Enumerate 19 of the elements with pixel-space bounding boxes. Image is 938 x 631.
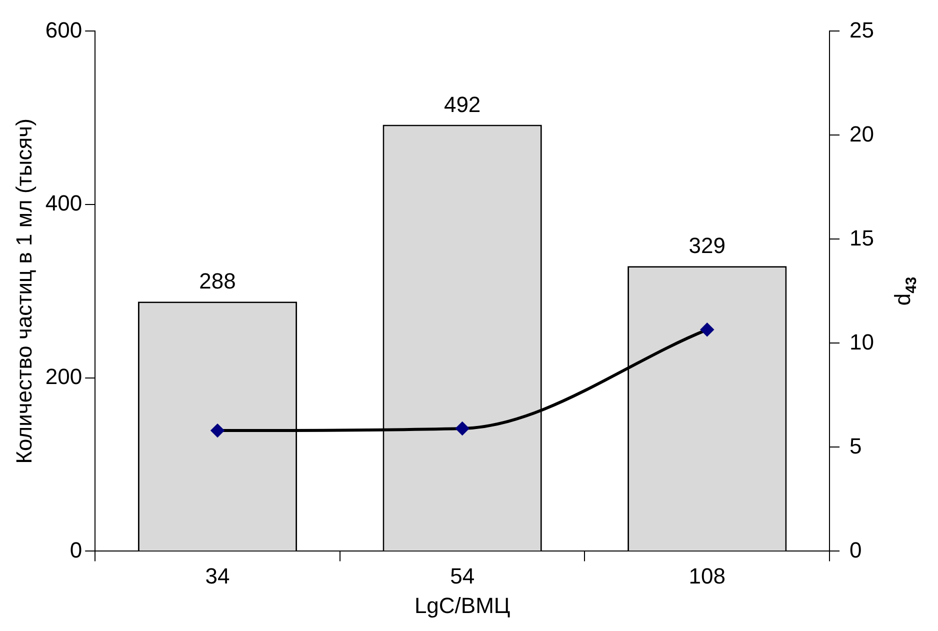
y-tick-label: 0	[70, 537, 82, 562]
data-label: 329	[688, 233, 726, 258]
y2-tick-label: 10	[850, 329, 874, 354]
y-tick-label: 200	[45, 364, 82, 389]
y2-tick-label: 15	[850, 225, 874, 250]
y2-tick-label: 5	[850, 433, 862, 458]
x-tick-label: 54	[450, 563, 475, 588]
y-tick-label: 400	[45, 190, 82, 216]
x-axis-title: LgC/ВМЦ	[414, 592, 510, 618]
y-tick-label: 600	[45, 17, 82, 42]
y2-tick-label: 0	[850, 537, 862, 562]
x-tick-label: 34	[205, 563, 230, 588]
y2-tick-label: 20	[850, 121, 874, 146]
data-label: 492	[444, 92, 481, 117]
data-label: 288	[199, 268, 236, 294]
x-tick-label: 108	[688, 563, 726, 588]
y2-tick-label: 25	[850, 17, 874, 42]
y2-axis-title: d43	[890, 276, 920, 306]
y-axis-title: Количество частиц в 1 мл (тысяч)	[11, 118, 36, 464]
